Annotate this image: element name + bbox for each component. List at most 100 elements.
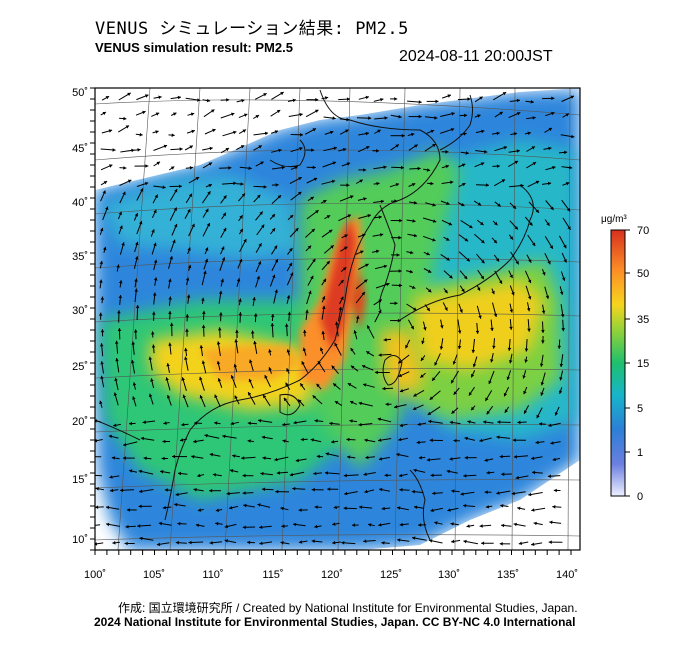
wind-arrow-head: [162, 185, 166, 189]
wind-arrow-head: [398, 114, 402, 119]
wind-arrow-head: [377, 129, 381, 133]
wind-arrow-head: [466, 524, 470, 528]
wind-arrow-head: [270, 314, 275, 318]
wind-arrow-head: [193, 439, 197, 444]
wind-arrow-head: [142, 420, 146, 424]
wind-arrow-head: [350, 348, 354, 352]
wind-arrow-head: [384, 473, 388, 478]
wind-arrow-head: [274, 259, 279, 263]
coastal-red: [320, 218, 356, 350]
wind-arrow-head: [209, 488, 213, 493]
wind-arrow-head: [118, 211, 122, 216]
wind-arrow-head: [276, 110, 281, 114]
wind-arrow-head: [205, 208, 209, 213]
wind-arrow-head: [223, 195, 227, 199]
wind-arrow-head: [453, 391, 457, 395]
wind-arrow-head: [148, 393, 153, 398]
colorbar-gradient: [610, 229, 626, 497]
wind-arrow-head: [174, 502, 178, 507]
wind-arrow-head: [400, 165, 404, 170]
wind-arrow-head: [130, 360, 135, 364]
wind-arrow-head: [177, 95, 181, 100]
lon-label: 140˚: [556, 569, 578, 581]
wind-arrow-head: [368, 116, 372, 120]
wind-arrow-head: [326, 215, 331, 219]
wind-arrow-head: [229, 469, 234, 473]
wind-arrow-head: [315, 210, 319, 214]
wind-arrow-head: [234, 395, 238, 399]
wind-arrow-head: [347, 383, 352, 387]
wind-arrow-head: [171, 133, 175, 137]
wind-arrow-head: [365, 263, 369, 267]
wind-arrow-head: [152, 292, 157, 296]
wind-arrow-head: [112, 148, 116, 152]
wind-arrow-head: [563, 244, 567, 249]
wind-arrow-head: [150, 331, 155, 335]
wind-arrow-head: [241, 456, 245, 460]
wind-arrow-head: [158, 521, 163, 526]
wind-arrow-head: [135, 256, 139, 260]
wind-arrow-head: [117, 328, 122, 332]
coastlines: [95, 89, 534, 541]
wind-arrow-head: [222, 434, 226, 439]
wind-arrow-head: [153, 209, 157, 214]
wind-arrow-head: [263, 93, 267, 97]
wind-arrow-head: [462, 183, 466, 187]
wind-arrow-head: [263, 185, 267, 189]
wind-arrow-head: [106, 505, 110, 510]
wind-arrow-head: [315, 109, 319, 113]
wind-arrow-head: [526, 308, 531, 312]
wind-arrow-head: [398, 269, 402, 273]
wind-arrow-head: [496, 164, 500, 168]
taiwan-yellow: [380, 330, 425, 395]
wind-arrow-head: [378, 523, 382, 527]
wind-arrow-head: [211, 109, 215, 113]
wind-arrow-head: [440, 325, 444, 329]
wind-arrow-head: [396, 452, 400, 457]
wind-arrow-head: [99, 279, 103, 283]
wind-arrow-head: [264, 131, 269, 136]
wind-arrow-head: [102, 190, 106, 194]
wind-arrow-head: [484, 458, 488, 462]
wind-arrow-head: [214, 394, 218, 399]
wind-arrow-head: [344, 246, 348, 250]
wind-arrow-head: [99, 400, 103, 405]
wind-arrow-head: [188, 540, 192, 545]
wind-arrow-head: [113, 423, 117, 427]
wind-arrow-head: [560, 314, 565, 318]
wind-arrow-head: [535, 180, 540, 185]
wind-arrow-head: [324, 471, 328, 475]
wind-arrow-head: [527, 131, 531, 135]
wind-arrow-head: [383, 264, 388, 269]
wind-arrow-head: [287, 311, 292, 315]
wind-arrow-head: [363, 279, 368, 283]
wind-arrow-head: [565, 113, 569, 117]
wind-arrow-head: [497, 203, 501, 207]
wind-arrow-head: [229, 506, 233, 510]
wind-arrow-head: [232, 454, 236, 458]
wind-arrow-head: [253, 341, 257, 345]
wind-arrow-head: [139, 132, 143, 137]
wind-arrow-head: [366, 146, 370, 150]
wind-arrow-head: [165, 377, 169, 381]
wind-arrow-head: [197, 508, 202, 512]
wind-arrow-head: [187, 209, 191, 213]
wind-arrow-head: [517, 420, 521, 425]
wind-arrow-head: [342, 147, 347, 152]
timestamp: 2024-08-11 20:00JST: [399, 48, 553, 65]
wind-arrow-head: [480, 162, 485, 166]
lat-label: 10˚: [72, 534, 88, 546]
wind-arrow-head: [185, 328, 189, 332]
wind-arrow-head: [477, 114, 481, 118]
wind-arrow-head: [550, 206, 554, 210]
wind-arrow-head: [298, 191, 302, 196]
wind-arrow-head: [293, 522, 297, 527]
wind-arrow-head: [536, 414, 540, 419]
wind-arrow-head: [333, 383, 337, 387]
wind-arrow-head: [258, 145, 262, 149]
wind-arrow-head: [384, 116, 388, 120]
wind-arrow-head: [322, 278, 326, 283]
wind-arrow-head: [492, 345, 496, 349]
wind-arrow-head: [289, 248, 293, 252]
wind-arrow-head: [346, 183, 350, 187]
